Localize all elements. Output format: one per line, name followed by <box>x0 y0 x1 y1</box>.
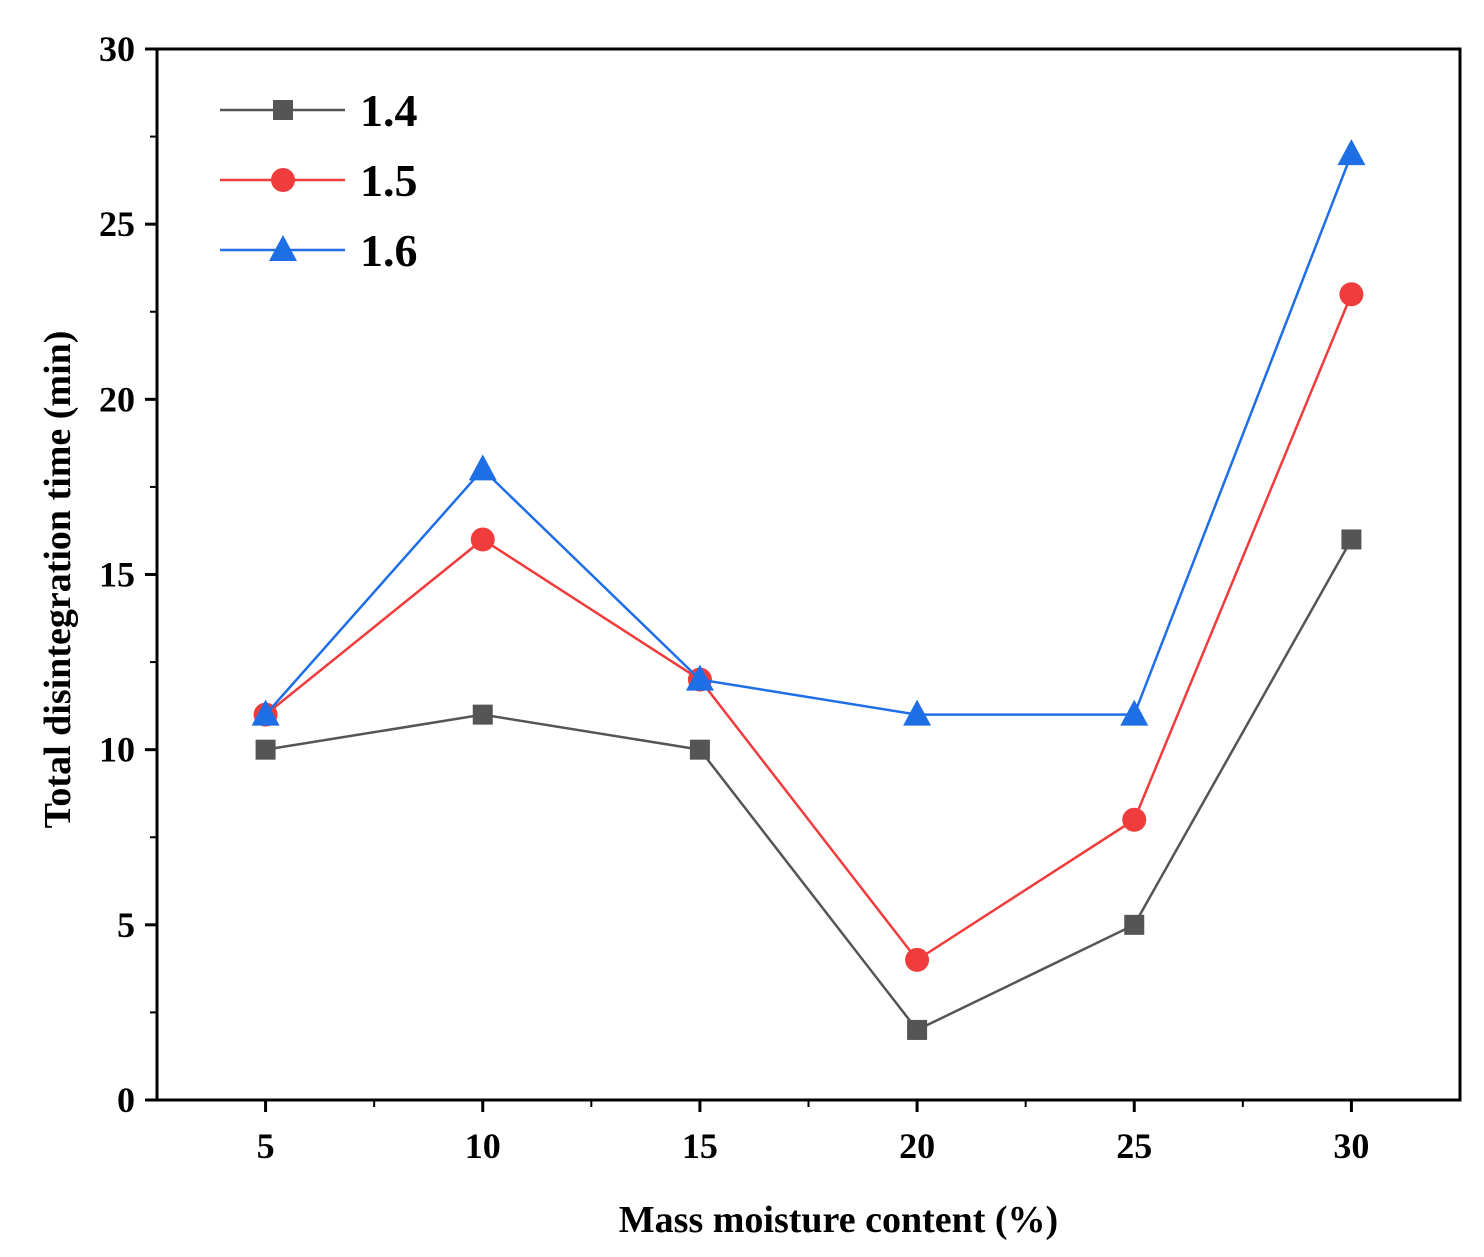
legend-marker <box>271 168 295 192</box>
axes: 5 10 15 20 25 30 0 5 10 15 20 25 30 <box>99 29 1462 1166</box>
legend-label: 1.5 <box>360 155 418 206</box>
legend: 1.4 1.5 1.6 <box>220 85 418 276</box>
data-point <box>685 664 714 691</box>
data-point <box>907 1019 928 1040</box>
x-axis-title: Mass moisture content (%) <box>619 1199 1058 1241</box>
x-tick-label: 30 <box>1333 1126 1369 1166</box>
data-point <box>1122 807 1147 832</box>
legend-item-1-6: 1.6 <box>220 225 418 276</box>
y-tick-label: 5 <box>117 905 135 945</box>
series-line <box>265 538 1353 1032</box>
data-point <box>1124 914 1145 935</box>
data-point <box>255 739 276 760</box>
data-point <box>468 454 497 481</box>
series-1-6 <box>251 139 1366 726</box>
x-tick-label: 25 <box>1116 1126 1152 1166</box>
series-1-4 <box>255 529 1362 1040</box>
legend-item-1-4: 1.4 <box>220 85 418 136</box>
y-tick-label: 10 <box>99 730 135 770</box>
y-axis-title: Total disintegration time (min) <box>37 331 79 829</box>
series-line <box>264 293 1353 962</box>
legend-marker <box>273 100 293 120</box>
data-point <box>689 739 710 760</box>
plot-frame <box>155 47 1462 1102</box>
x-tick-label: 15 <box>682 1126 718 1166</box>
x-tick-label: 5 <box>257 1126 275 1166</box>
x-tick-label: 10 <box>465 1126 501 1166</box>
data-point <box>251 699 280 726</box>
series-layer <box>251 139 1366 1040</box>
y-tick-label: 20 <box>99 379 135 419</box>
x-tick-label: 20 <box>899 1126 935 1166</box>
legend-label: 1.4 <box>360 85 418 136</box>
data-point <box>1120 699 1149 726</box>
data-point <box>1337 139 1366 166</box>
y-tick-label: 0 <box>117 1080 135 1120</box>
legend-item-1-5: 1.5 <box>220 155 418 206</box>
y-tick-label: 30 <box>99 29 135 69</box>
series-1-5 <box>253 282 1364 972</box>
legend-label: 1.6 <box>360 225 418 276</box>
data-point <box>1339 282 1364 307</box>
data-point <box>472 704 493 725</box>
y-tick-label: 25 <box>99 204 135 244</box>
data-point <box>905 947 930 972</box>
series-line <box>264 153 1353 716</box>
data-point <box>1341 529 1362 550</box>
y-tick-label: 15 <box>99 555 135 595</box>
legend-marker <box>269 235 297 261</box>
data-point <box>903 699 932 726</box>
data-point <box>470 527 495 552</box>
